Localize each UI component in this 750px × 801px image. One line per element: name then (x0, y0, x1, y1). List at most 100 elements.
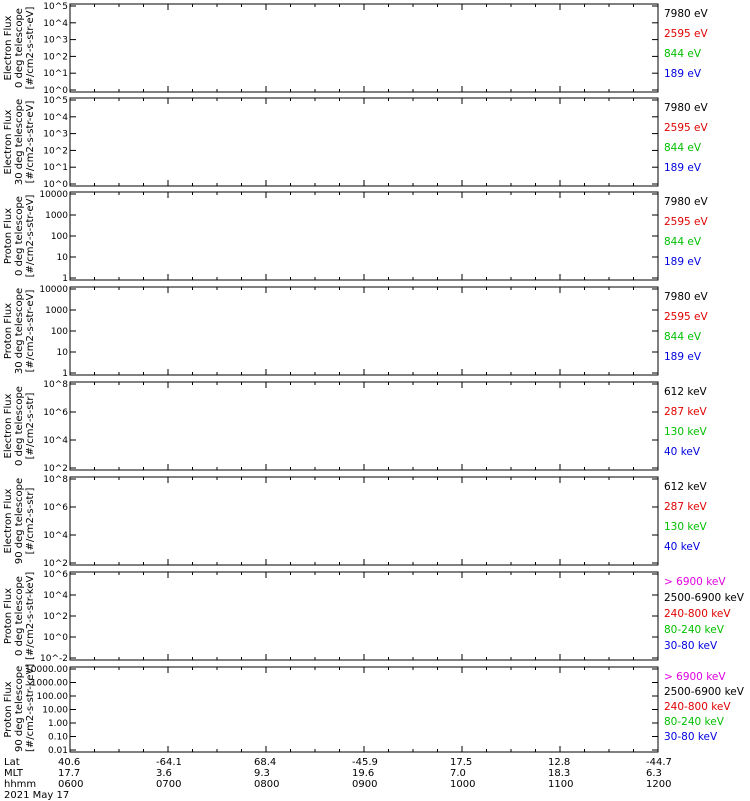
ylabel-line: [#/cm2-s-str-eV] (25, 6, 36, 90)
ytick-label: 10^3 (43, 36, 68, 46)
ylabel-panel-7: MEPED Proton Flux 90 deg telescope [#/cm2-s… (0, 663, 36, 752)
ytick-label: 1 (62, 369, 68, 379)
legend-item: 844 eV (664, 331, 702, 343)
ytick-label: 100 (51, 327, 68, 337)
ylabel-panel-0: TED Electron Flux 0 deg telescope [#/cm2-s-… (0, 4, 36, 92)
ytick-label: 10^-2 (40, 654, 68, 664)
footer-hhmm: 1000 (450, 779, 476, 790)
legend-panel-5: 612 keV 287 keV 130 keV 40 keV (664, 481, 707, 561)
footer-lat: -45.9 (352, 757, 378, 768)
ylabel-panel-4: MEPED Electron Flux 0 deg telescope [#/cm2-… (0, 382, 36, 470)
ytick-label: 1000 (45, 306, 68, 316)
legend-item: 30-80 keV (664, 640, 718, 652)
footer-column: -45.9 19.6 0900 (352, 757, 378, 790)
ytick-label: 10000 (39, 285, 68, 295)
ytick-label: 10 (57, 348, 69, 358)
footer-lat: -64.1 (156, 757, 182, 768)
legend-item: 287 keV (664, 501, 707, 513)
footer-lat: 40.6 (58, 757, 81, 768)
ylabel-line: 90 deg telescope (14, 665, 25, 752)
ytick-label: 10^0 (43, 180, 68, 190)
ytick-label: 10^1 (43, 69, 68, 79)
legend-item: 40 keV (664, 446, 701, 458)
ylabel-line: [#/cm2-s-str] (25, 487, 36, 555)
legend-item: 189 eV (664, 68, 702, 80)
footer-mlt: 18.3 (548, 768, 571, 779)
ytick-label: 10^0 (43, 633, 68, 643)
footer-mlt: 9.3 (254, 768, 270, 779)
legend-panel-2: 7980 eV 2595 eV 844 eV 189 eV (664, 196, 708, 276)
ylabel-line: 0 deg telescope (14, 196, 25, 276)
ytick-label: 10^4 (43, 531, 68, 541)
legend-item: > 6900 keV (664, 671, 726, 683)
ytick-label: 1.00 (48, 719, 68, 729)
footer-row-labels: Lat MLT hhmm 2021 May 17 (4, 757, 69, 801)
ytick-label: 10^4 (43, 591, 68, 601)
ytick-label: 10^4 (43, 436, 68, 446)
legend-item: 2500-6900 keV (664, 592, 744, 604)
ytick-label: 10^3 (43, 130, 68, 140)
footer-column: 40.6 17.7 0600 (58, 757, 83, 790)
legend-item: 80-240 keV (664, 624, 724, 636)
footer-column: -44.7 6.3 1200 (646, 757, 672, 790)
footer-column: 68.4 9.3 0800 (254, 757, 279, 790)
legend-item: 844 eV (664, 236, 702, 248)
footer-lat: -44.7 (646, 757, 672, 768)
ylabel-panel-1: TED Electron Flux 30 deg telescope [#/cm2-s… (0, 98, 36, 186)
ytick-label: 10^4 (43, 19, 68, 29)
footer-lat-label: Lat (4, 757, 20, 768)
ytick-label: 10^4 (43, 113, 68, 123)
ytick-label: 10000 (39, 190, 68, 200)
ylabel-line: 0 deg telescope (14, 8, 25, 88)
legend-item: 240-800 keV (664, 608, 731, 620)
panel-frame-5 (69, 476, 659, 566)
footer-column: 12.8 18.3 1100 (548, 757, 573, 790)
ytick-label: 10.00 (42, 706, 68, 716)
ytick-label: 0.01 (48, 746, 68, 756)
ytick-label: 10^1 (43, 163, 68, 173)
footer-date-label: 2021 May 17 (4, 790, 70, 801)
ytick-label: 1 (62, 274, 68, 284)
legend-item: 189 eV (664, 162, 702, 174)
legend-item: 287 keV (664, 406, 707, 418)
footer-lat: 68.4 (254, 757, 277, 768)
ylabel-line: Proton Flux (3, 681, 14, 738)
ytick-label: 0.10 (48, 733, 68, 743)
legend-panel-4: 612 keV 287 keV 130 keV 40 keV (664, 386, 707, 466)
ylabel-line: 30 deg telescope (14, 98, 25, 186)
ylabel-panel-6: MEPED Proton Flux 0 deg telescope [#/cm2-s-… (0, 572, 36, 660)
panel-frame-7 (69, 666, 659, 753)
ylabel-line: [#/cm2-s-str] (25, 392, 36, 460)
ytick-label: 10^5 (43, 96, 68, 106)
panel-frame-1 (69, 97, 659, 187)
legend-item: 189 eV (664, 351, 702, 363)
ytick-label: 10^6 (43, 503, 68, 513)
legend-item: 2595 eV (664, 28, 708, 40)
legend-panel-0: 7980 eV 2595 eV 844 eV 189 eV (664, 8, 708, 88)
legend-item: 2500-6900 keV (664, 686, 744, 698)
ytick-label: 10^2 (43, 464, 68, 474)
panel-frame-3 (69, 286, 659, 376)
ytick-label: 10^2 (43, 612, 68, 622)
ylabel-line: Proton Flux (3, 207, 14, 265)
ylabel-line: [#/cm2-s-str-keV] (25, 663, 36, 752)
footer-hhmm: 0900 (352, 779, 378, 790)
footer-mlt-label: MLT (4, 768, 23, 779)
legend-item: 612 keV (664, 481, 707, 493)
ylabel-line: 0 deg telescope (14, 386, 25, 466)
ylabel-line: [#/cm2-s-str-eV] (25, 194, 36, 278)
ylabel-panel-3: Proton Flux 30 deg telescope [#/cm2-s-str-… (3, 287, 36, 375)
ylabel-line: Electron Flux (3, 393, 14, 459)
ylabel-line: Electron Flux (3, 109, 14, 175)
ylabel-line: Proton Flux (3, 587, 14, 645)
ylabel-line: Proton Flux (3, 302, 14, 360)
legend-item: 30-80 keV (664, 731, 718, 743)
footer-mlt: 17.7 (58, 768, 81, 779)
ylabel-line: [#/cm2-s-str-eV] (25, 289, 36, 373)
ytick-label: 10^5 (43, 2, 68, 12)
footer-hhmm: 0600 (58, 779, 84, 790)
legend-item: 7980 eV (664, 196, 708, 208)
ylabel-line: [#/cm2-s-str-eV] (25, 100, 36, 184)
ytick-label: 10000.00 (25, 665, 68, 675)
